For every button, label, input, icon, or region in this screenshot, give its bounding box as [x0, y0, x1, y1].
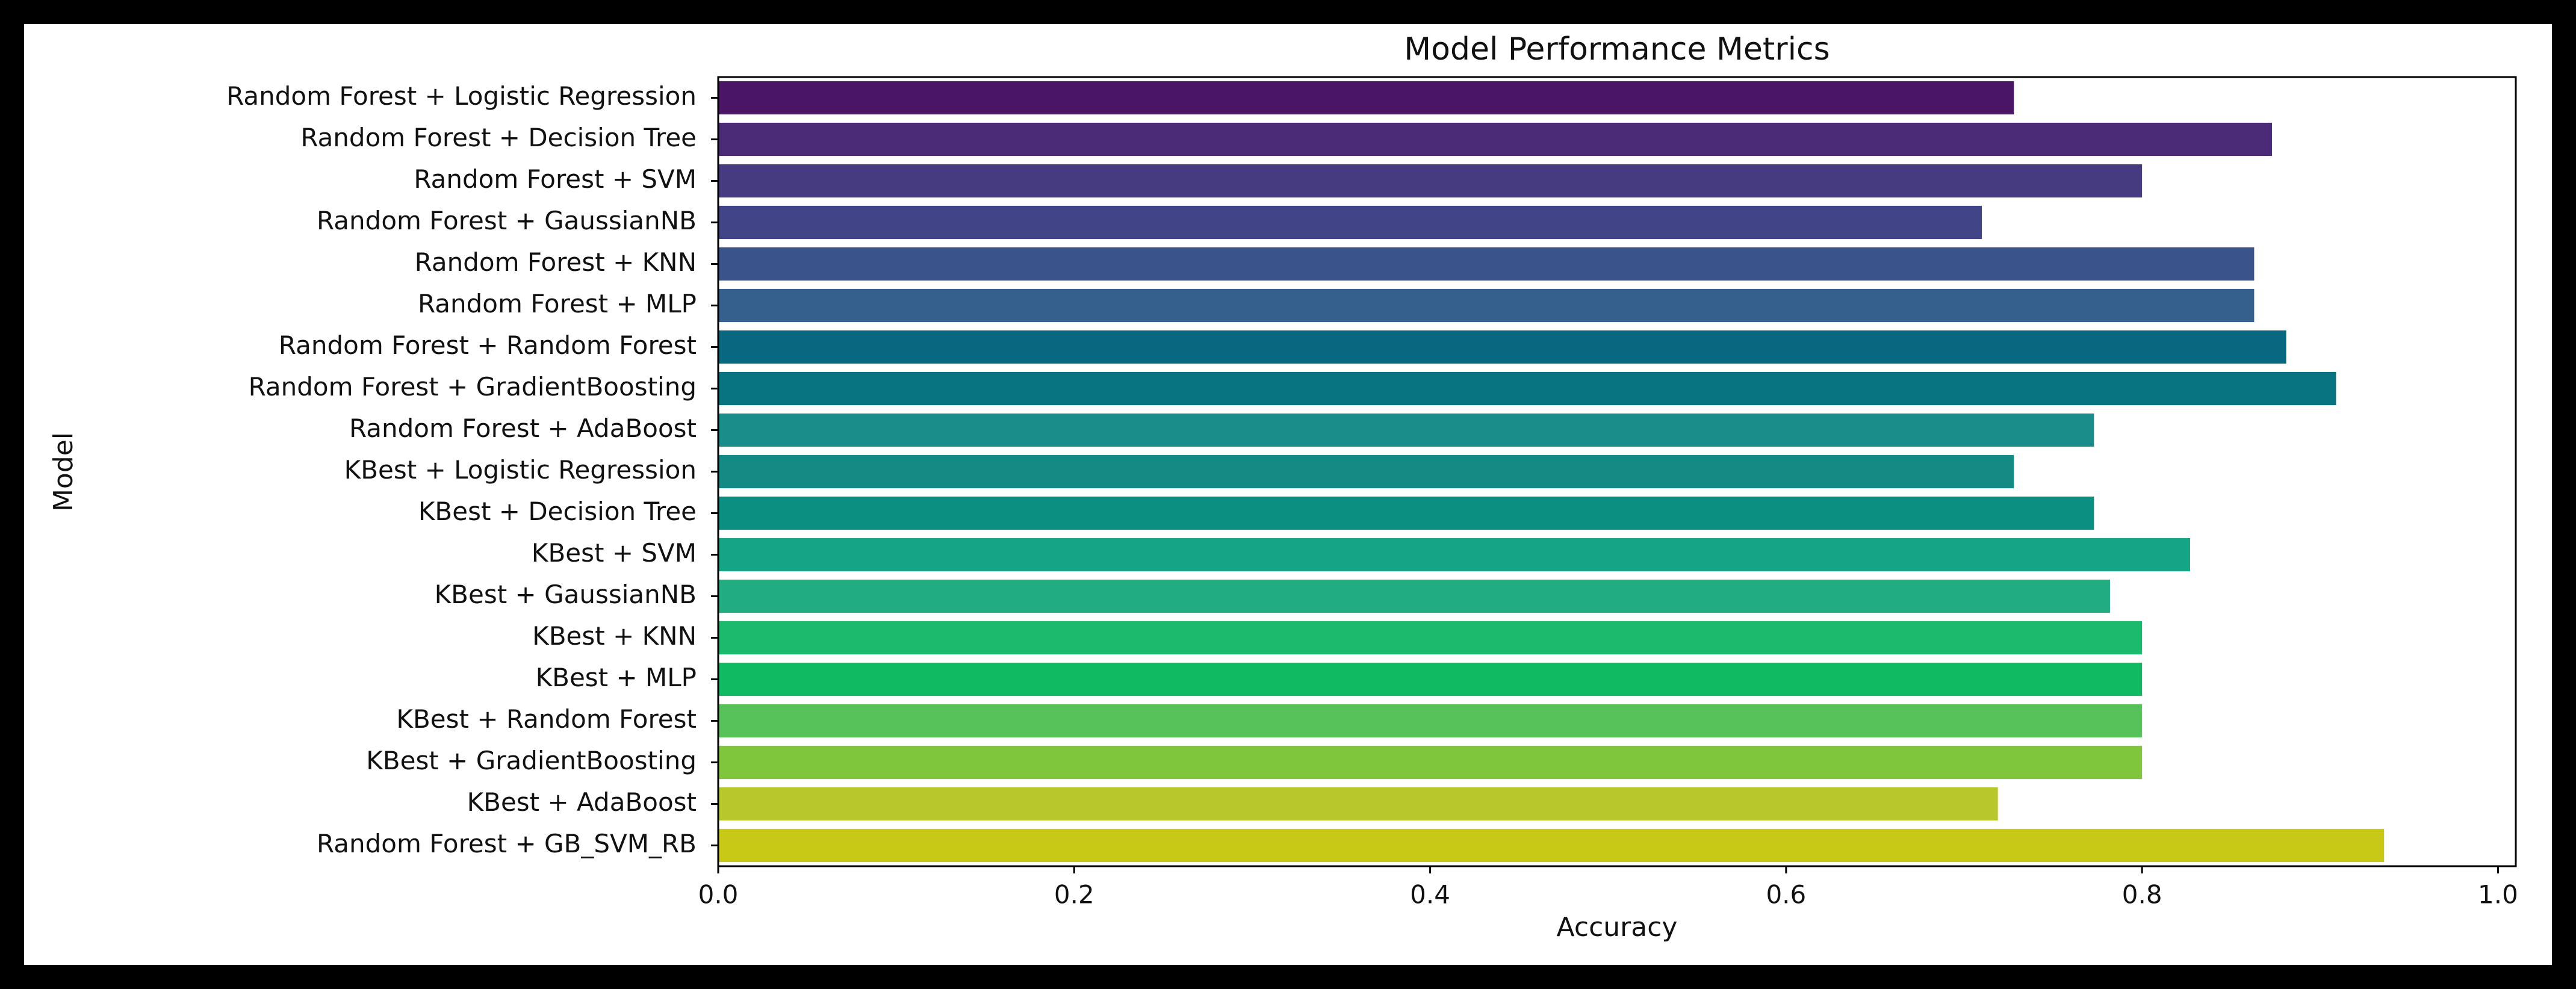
plot-frame	[717, 76, 2517, 867]
x-tick-label: 1.0	[2478, 880, 2518, 910]
x-axis-label: Accuracy	[1557, 912, 1678, 943]
bar	[718, 704, 2143, 738]
y-tick-label: KBest + Random Forest	[396, 704, 697, 734]
bar	[718, 454, 2014, 489]
x-tick-label: 0.6	[1766, 880, 1806, 910]
bar	[718, 828, 2385, 863]
bar	[718, 330, 2286, 364]
bar	[718, 538, 2190, 572]
chart-title: Model Performance Metrics	[1404, 31, 1830, 67]
y-tick-label: KBest + GaussianNB	[435, 580, 697, 609]
y-tick-label: KBest + AdaBoost	[467, 787, 697, 817]
y-tick-label: KBest + GradientBoosting	[366, 746, 697, 775]
y-tick-label: Random Forest + GB_SVM_RB	[317, 829, 697, 858]
bar	[718, 288, 2255, 323]
y-tick-label: Random Forest + AdaBoost	[349, 414, 697, 443]
bar	[718, 662, 2143, 696]
y-tick-label: KBest + Decision Tree	[418, 497, 697, 526]
bar	[718, 621, 2143, 655]
bar	[718, 745, 2143, 780]
bar	[718, 413, 2094, 447]
y-tick-label: KBest + SVM	[532, 538, 697, 568]
y-tick-label: KBest + MLP	[536, 663, 697, 692]
bar	[718, 371, 2336, 406]
y-axis-label: Model	[48, 432, 79, 512]
bar	[718, 205, 1982, 240]
x-tick-label: 0.2	[1054, 880, 1094, 910]
bar	[718, 164, 2143, 198]
bar	[718, 579, 2110, 613]
bar	[718, 787, 1998, 821]
x-tick-label: 0.4	[1410, 880, 1450, 910]
y-tick-label: Random Forest + Logistic Regression	[226, 81, 697, 111]
bar	[718, 81, 2014, 115]
y-tick-label: KBest + Logistic Regression	[344, 455, 697, 485]
bar	[718, 122, 2272, 157]
y-tick-label: Random Forest + KNN	[415, 247, 697, 277]
x-tick-label: 0.8	[2122, 880, 2162, 910]
y-tick-label: Random Forest + SVM	[414, 164, 697, 194]
y-tick-label: Random Forest + Decision Tree	[300, 123, 697, 152]
y-tick-label: KBest + KNN	[532, 621, 697, 651]
y-tick-label: Random Forest + MLP	[418, 289, 697, 318]
y-tick-label: Random Forest + GradientBoosting	[249, 372, 697, 401]
bar	[718, 247, 2255, 281]
y-tick-label: Random Forest + GaussianNB	[317, 206, 697, 235]
x-tick-label: 0.0	[698, 880, 739, 910]
bar	[718, 496, 2094, 530]
y-tick-label: Random Forest + Random Forest	[279, 330, 697, 360]
